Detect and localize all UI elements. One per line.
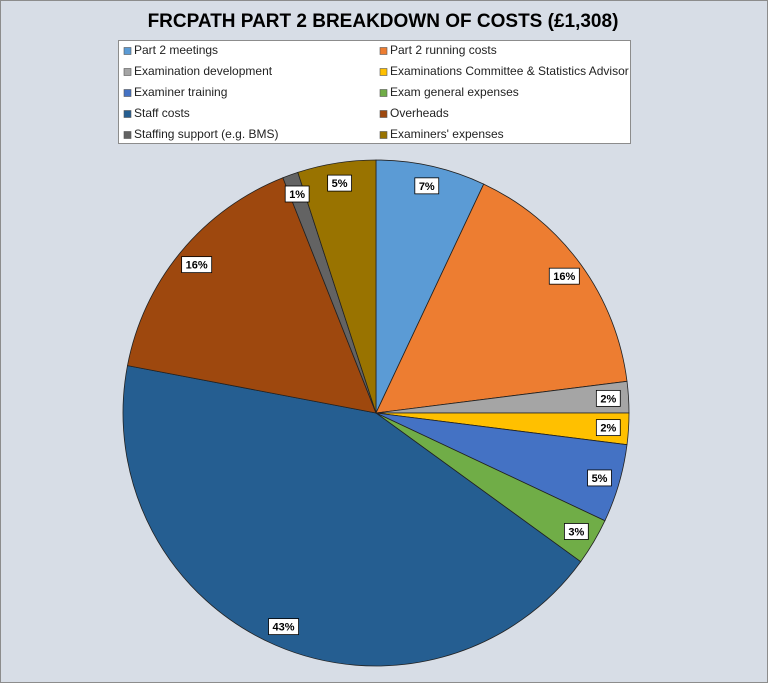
legend-label: Part 2 running costs (390, 43, 497, 57)
legend-box (118, 40, 631, 144)
data-label: 7% (419, 181, 435, 193)
data-label: 16% (186, 260, 208, 272)
data-label-box (587, 469, 612, 487)
pie-slice (297, 159, 377, 414)
legend-label: Examiner training (134, 85, 227, 99)
legend-label: Examinations Committee & Statistics Advi… (390, 64, 629, 78)
data-label: 5% (592, 473, 608, 485)
data-label: 3% (568, 526, 584, 538)
data-label-box (268, 618, 299, 636)
data-label-box (284, 185, 310, 203)
data-label-box (548, 267, 580, 285)
legend-label: Staff costs (134, 106, 190, 120)
data-label-box (414, 177, 440, 195)
legend-swatch (379, 110, 388, 118)
legend-swatch (379, 47, 388, 55)
pie-slice (122, 365, 582, 667)
legend-label: Examination development (134, 64, 273, 78)
legend-label: Staffing support (e.g. BMS) (134, 127, 279, 141)
data-label: 2% (600, 393, 616, 405)
data-label-box (595, 389, 621, 407)
legend-swatch (379, 68, 388, 76)
data-label-box (563, 523, 589, 540)
legend-swatch (123, 110, 132, 118)
legend-swatch (123, 131, 132, 139)
legend-label: Examiners' expenses (390, 127, 504, 141)
pie-slice (375, 159, 485, 414)
data-label-box (595, 419, 621, 437)
legend-label: Exam general expenses (390, 85, 519, 99)
legend-label: Overheads (390, 106, 449, 120)
legend-swatch (379, 131, 388, 139)
data-label: 16% (553, 271, 575, 283)
data-label-box (327, 174, 352, 192)
chart-title: FRCPATH PART 2 BREAKDOWN OF COSTS (£1,30… (148, 11, 619, 32)
data-label: 5% (332, 178, 348, 190)
data-label: 2% (600, 423, 616, 435)
pie-slice (375, 183, 628, 414)
legend-swatch (123, 89, 132, 97)
pie-slice (127, 177, 377, 414)
data-label: 43% (273, 622, 295, 634)
legend-swatch (379, 89, 388, 97)
legend-swatch (123, 47, 132, 55)
data-label-box (181, 256, 213, 274)
data-label: 1% (289, 189, 305, 201)
legend-label: Part 2 meetings (134, 43, 218, 57)
legend-swatch (123, 68, 132, 76)
